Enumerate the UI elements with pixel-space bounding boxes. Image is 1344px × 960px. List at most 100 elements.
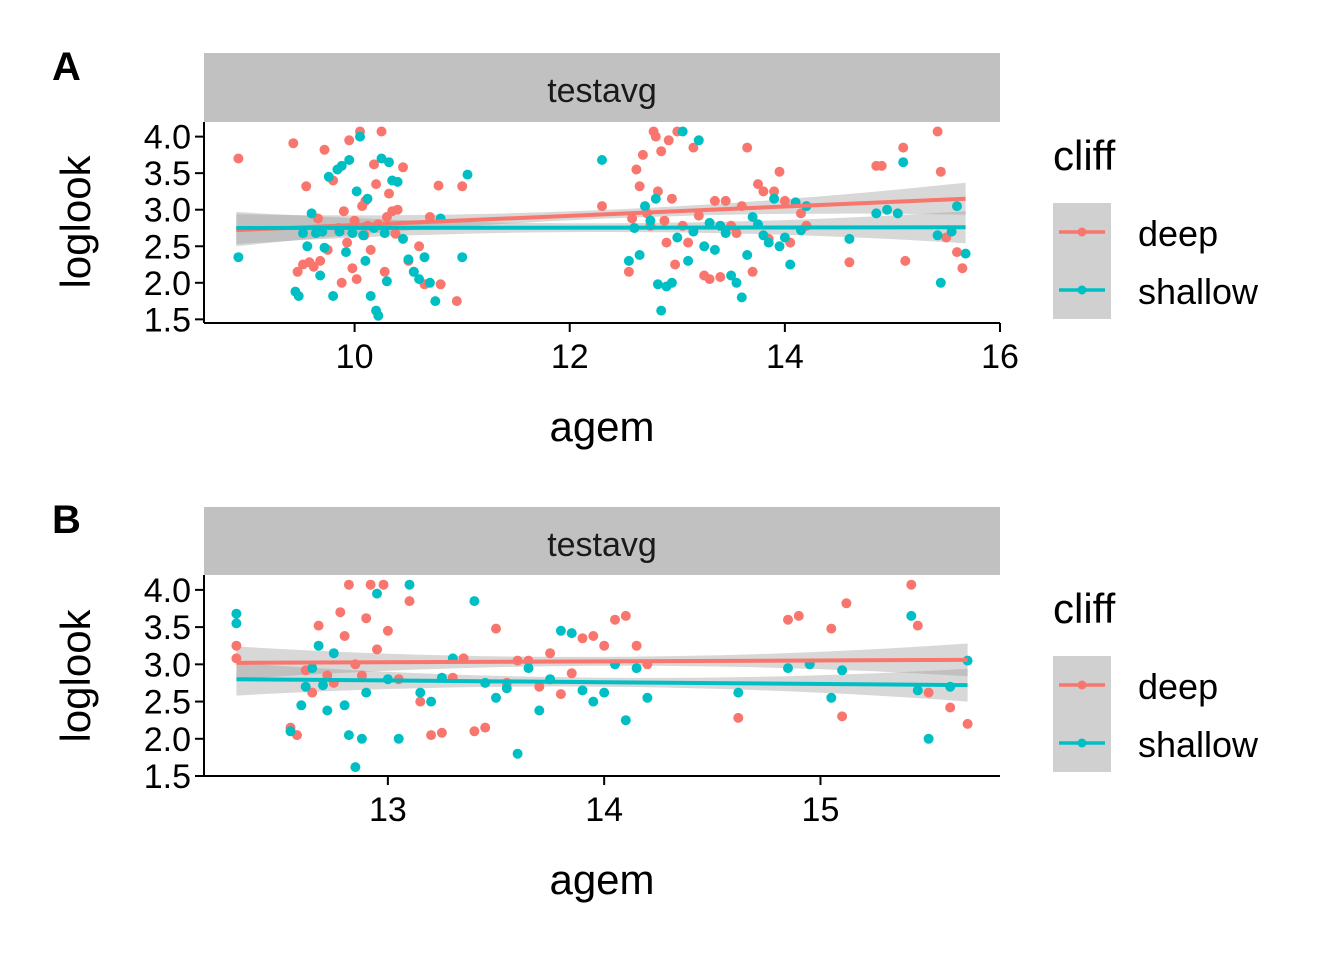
- panel-a-point-shallow: [952, 201, 962, 212]
- panel-a-point-deep: [315, 255, 326, 266]
- panel-a-point-shallow: [398, 233, 408, 244]
- panel-a-fit-line-shallow: [236, 225, 966, 230]
- panel-a-point-shallow: [656, 305, 667, 316]
- panel-b-point-shallow: [837, 665, 848, 676]
- panel-b-point-shallow: [372, 588, 382, 599]
- panel-a-y-tick-label: 4.0: [144, 119, 191, 157]
- panel-a-point-deep: [384, 188, 394, 199]
- panel-b-point-shallow: [555, 625, 566, 636]
- panel-a-point-deep: [796, 208, 806, 219]
- panel-a-point-deep: [435, 279, 446, 290]
- panel-a-point-shallow: [882, 204, 893, 215]
- panel-b-legend-dot-deep: [1077, 680, 1087, 690]
- panel-a-point-shallow: [693, 135, 704, 146]
- panel-a-point-deep: [371, 179, 382, 190]
- panel-b-point-shallow: [328, 648, 339, 659]
- panel-b-point-shallow: [231, 618, 242, 629]
- panel-b-point-deep: [793, 610, 804, 621]
- panel-a-point-deep: [844, 257, 855, 268]
- panel-b-point-deep: [361, 613, 372, 624]
- panel-a-point-shallow: [774, 241, 785, 252]
- panel-a-point-deep: [693, 210, 704, 221]
- panel-a-point-shallow: [844, 233, 855, 244]
- panel-b: B testavg 13 14 151.52.02.53.03.54.0 agem …: [52, 498, 1259, 903]
- panel-b-point-shallow: [534, 705, 545, 716]
- panel-a-point-shallow: [419, 252, 430, 263]
- panel-a-point-shallow: [298, 228, 308, 239]
- panel-b-fit-line-shallow: [236, 677, 968, 688]
- panel-b-point-shallow: [361, 687, 372, 698]
- panel-b-point-deep: [313, 620, 324, 631]
- panel-a-point-deep: [670, 259, 681, 270]
- panel-a-point-shallow: [742, 250, 753, 260]
- panel-a-point-deep: [900, 255, 911, 266]
- panel-a-point-deep: [876, 160, 887, 171]
- panel-a-point-shallow: [597, 155, 607, 165]
- panel-a-x-axis-title: agem: [549, 403, 654, 450]
- panel-a-point-shallow: [763, 237, 774, 248]
- panel-a-y-tick-label: 2.0: [144, 265, 191, 303]
- panel-b-y-tick-label: 2.5: [144, 684, 191, 722]
- panel-a-point-shallow: [414, 274, 425, 285]
- panel-b-point-deep: [599, 640, 610, 651]
- panel-a-x-tick-label: 16: [981, 338, 1019, 376]
- panel-a-point-shallow: [634, 250, 645, 260]
- panel-a-point-shallow: [652, 279, 663, 290]
- panel-b-point-shallow: [469, 596, 480, 607]
- panel-a-point-deep: [392, 204, 403, 215]
- panel-b-point-shallow: [577, 685, 588, 696]
- panel-a-point-shallow: [362, 193, 373, 204]
- panel-a-point-shallow: [779, 232, 790, 243]
- panel-b-point-deep: [469, 726, 480, 737]
- panel-b-point-deep: [231, 640, 242, 651]
- panel-b-legend-label-deep: deep: [1138, 666, 1218, 707]
- panel-a-point-shallow: [358, 230, 369, 241]
- panel-a-point-deep: [932, 126, 943, 137]
- panel-b-point-deep: [841, 598, 852, 609]
- panel-a-point-deep: [631, 164, 642, 175]
- panel-a-point-deep: [661, 237, 672, 248]
- panel-a-fit-line-deep: [236, 196, 966, 233]
- panel-b-point-shallow: [642, 692, 653, 703]
- panel-b-point-shallow: [588, 696, 599, 707]
- panel-a-x-tick-label: 12: [551, 338, 589, 376]
- panel-b-point-shallow: [404, 579, 415, 590]
- panel-a-point-shallow: [623, 255, 634, 266]
- panel-a-point-shallow: [379, 228, 390, 239]
- panel-b-point-deep: [566, 668, 577, 679]
- panel-a-point-deep: [390, 228, 401, 239]
- panel-b-x-tick-label: 13: [369, 791, 407, 829]
- panel-a-point-deep: [650, 131, 661, 142]
- panel-a-point-shallow: [403, 254, 414, 265]
- panel-b-point-shallow: [826, 692, 837, 703]
- panel-b-point-shallow: [426, 696, 437, 707]
- panel-b-point-deep: [610, 614, 620, 625]
- panel-a-point-deep: [779, 195, 790, 206]
- panel-b-x-tick-label: 14: [585, 791, 623, 829]
- panel-a-point-shallow: [709, 244, 720, 255]
- panel-b-point-shallow: [231, 608, 242, 619]
- panel-b-point-shallow: [491, 692, 501, 703]
- panel-a-point-deep: [233, 153, 244, 164]
- panel-a-point-shallow: [381, 276, 392, 287]
- panel-a-point-deep: [688, 142, 699, 153]
- panel-a-point-deep: [663, 135, 674, 146]
- panel-a-point-shallow: [373, 310, 384, 321]
- panel-b-point-deep: [962, 718, 973, 729]
- panel-a-point-shallow: [720, 228, 731, 239]
- panel-a-point-deep: [637, 149, 648, 160]
- panel-a-point-shallow: [323, 171, 334, 182]
- panel-b-y-tick-label: 3.5: [144, 609, 191, 647]
- panel-a-point-deep: [656, 146, 667, 157]
- panel-a-point-deep: [627, 213, 638, 224]
- panel-b-point-shallow: [906, 610, 917, 621]
- panel-a-point-shallow: [293, 291, 304, 301]
- panel-a-point-shallow: [645, 215, 656, 226]
- panel-a-point-shallow: [392, 176, 403, 187]
- panel-b-point-deep: [912, 620, 923, 631]
- panel-a-point-shallow: [233, 252, 244, 263]
- panel-a-point-deep: [720, 195, 731, 206]
- panel-a-point-deep: [398, 162, 408, 173]
- panel-b-y-tick-label: 3.0: [144, 646, 191, 684]
- panel-b-point-shallow: [631, 663, 642, 674]
